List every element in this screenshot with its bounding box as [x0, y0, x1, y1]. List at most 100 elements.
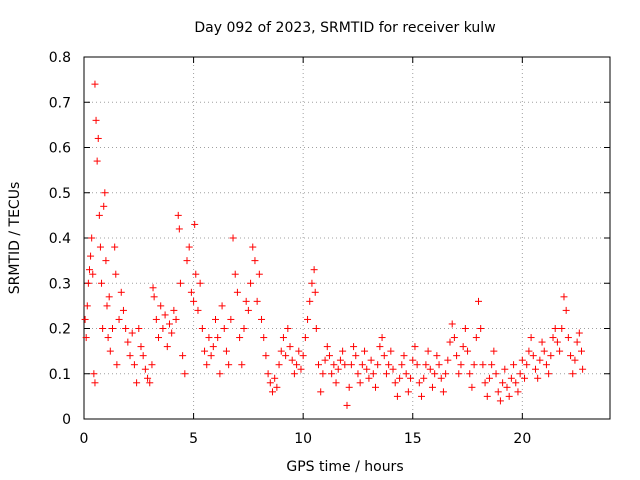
data-point: [271, 374, 279, 382]
data-point: [477, 325, 485, 332]
data-point: [433, 352, 441, 360]
data-point: [393, 392, 401, 400]
data-point: [175, 225, 183, 233]
data-point: [556, 347, 564, 355]
data-point: [437, 374, 445, 382]
data-point: [231, 270, 239, 278]
data-point: [146, 379, 154, 387]
data-point: [516, 370, 524, 378]
x-tick-label: 15: [404, 431, 422, 447]
x-tick-label: 10: [294, 431, 312, 447]
data-point: [483, 392, 491, 400]
data-point: [525, 347, 533, 355]
data-point: [91, 379, 99, 387]
data-point: [130, 361, 138, 369]
data-point: [288, 356, 296, 364]
data-point: [240, 325, 248, 332]
data-point: [290, 370, 298, 378]
grid-lines: [84, 57, 610, 419]
data-point: [81, 315, 89, 323]
data-point: [284, 325, 292, 332]
data-point: [356, 379, 364, 387]
data-point: [492, 370, 500, 378]
data-point: [415, 379, 423, 387]
data-point: [481, 379, 489, 387]
data-point: [371, 383, 379, 391]
data-point: [422, 361, 430, 369]
data-point: [103, 302, 111, 310]
data-point: [170, 306, 178, 314]
data-point: [247, 279, 255, 287]
data-point: [409, 356, 417, 364]
data-point: [457, 361, 465, 369]
data-point: [96, 243, 104, 251]
data-point: [279, 334, 287, 342]
data-point: [249, 243, 257, 251]
y-tick-label: 0.3: [49, 276, 71, 292]
data-point: [551, 325, 559, 332]
data-point: [341, 361, 349, 369]
data-point: [435, 361, 443, 369]
y-tick-label: 0.4: [49, 231, 71, 247]
data-point: [124, 338, 132, 346]
data-point: [205, 334, 213, 342]
data-point: [470, 361, 478, 369]
data-point: [323, 343, 331, 351]
data-point: [293, 361, 301, 369]
data-point: [496, 397, 504, 405]
data-point: [558, 325, 566, 332]
data-point: [238, 361, 246, 369]
data-point: [266, 379, 274, 387]
data-point: [159, 325, 167, 332]
data-point: [442, 370, 450, 378]
data-point: [102, 257, 110, 265]
data-point: [382, 370, 390, 378]
data-point: [407, 374, 415, 382]
data-point: [122, 325, 130, 332]
data-point: [507, 374, 515, 382]
data-point: [312, 325, 320, 332]
data-point: [575, 329, 583, 337]
data-point: [374, 361, 382, 369]
data-point: [396, 374, 404, 382]
data-point: [229, 234, 237, 242]
data-point: [411, 343, 419, 351]
y-tick-label: 0.6: [49, 141, 71, 157]
data-point: [536, 356, 544, 364]
data-point: [569, 370, 577, 378]
data-point: [378, 334, 386, 342]
data-point: [92, 116, 100, 124]
y-tick-label: 0: [62, 412, 71, 428]
data-point: [306, 297, 314, 305]
data-point: [311, 288, 319, 296]
data-point: [236, 334, 244, 342]
data-point: [332, 379, 340, 387]
data-point: [325, 352, 333, 360]
data-point: [165, 320, 173, 328]
data-point: [579, 365, 587, 373]
data-point: [207, 352, 215, 360]
data-point: [523, 361, 531, 369]
data-point: [260, 334, 268, 342]
data-point: [391, 379, 399, 387]
data-point: [174, 211, 182, 219]
data-point: [562, 306, 570, 314]
data-point: [553, 338, 561, 346]
data-point: [494, 388, 502, 396]
data-point: [115, 315, 123, 323]
data-point: [549, 334, 557, 342]
data-point: [133, 379, 141, 387]
data-point: [253, 297, 261, 305]
data-point: [299, 352, 307, 360]
data-point: [126, 352, 134, 360]
data-point: [542, 361, 550, 369]
data-point: [135, 325, 143, 332]
data-point: [505, 392, 513, 400]
data-point: [119, 306, 127, 314]
data-point: [387, 347, 395, 355]
data-point: [161, 311, 169, 319]
data-point: [268, 388, 276, 396]
data-point: [233, 288, 241, 296]
x-tick-label: 0: [80, 431, 89, 447]
